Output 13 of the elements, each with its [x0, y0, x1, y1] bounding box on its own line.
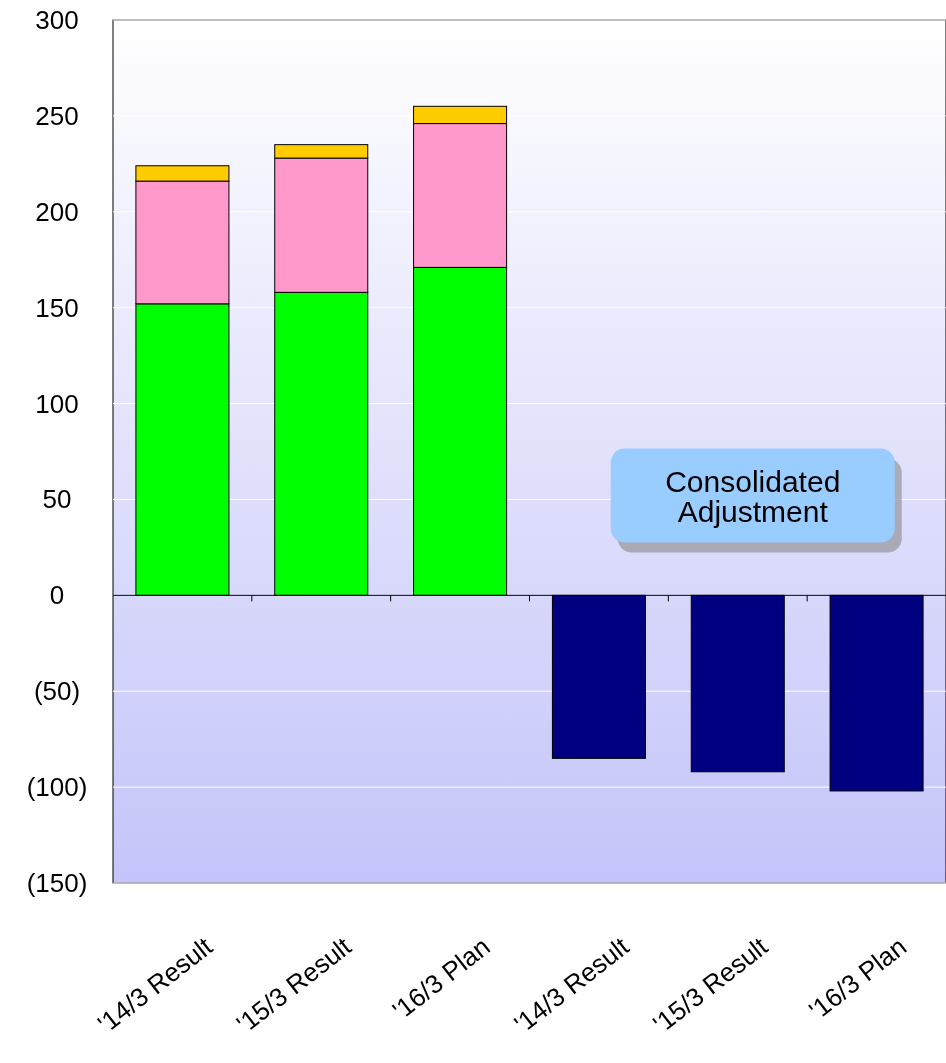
x-tick-label: '16/3 Plan	[803, 931, 913, 1026]
y-tick-label: 50	[42, 484, 72, 515]
y-tick-label: 100	[35, 388, 79, 419]
y-tick-label: (50)	[33, 676, 81, 707]
annotation: Consolidated Adjustment	[665, 464, 841, 528]
y-tick-label: 0	[49, 580, 65, 611]
y-tick-label: 200	[35, 196, 79, 227]
x-tick-label: '16/3 Plan	[386, 931, 496, 1026]
y-tick-label: (150)	[26, 868, 88, 898]
y-tick-label: 250	[35, 100, 79, 131]
y-tick-label: (100)	[26, 772, 88, 803]
y-tick-label: 150	[35, 292, 79, 323]
y-tick-label: 300	[35, 5, 79, 35]
